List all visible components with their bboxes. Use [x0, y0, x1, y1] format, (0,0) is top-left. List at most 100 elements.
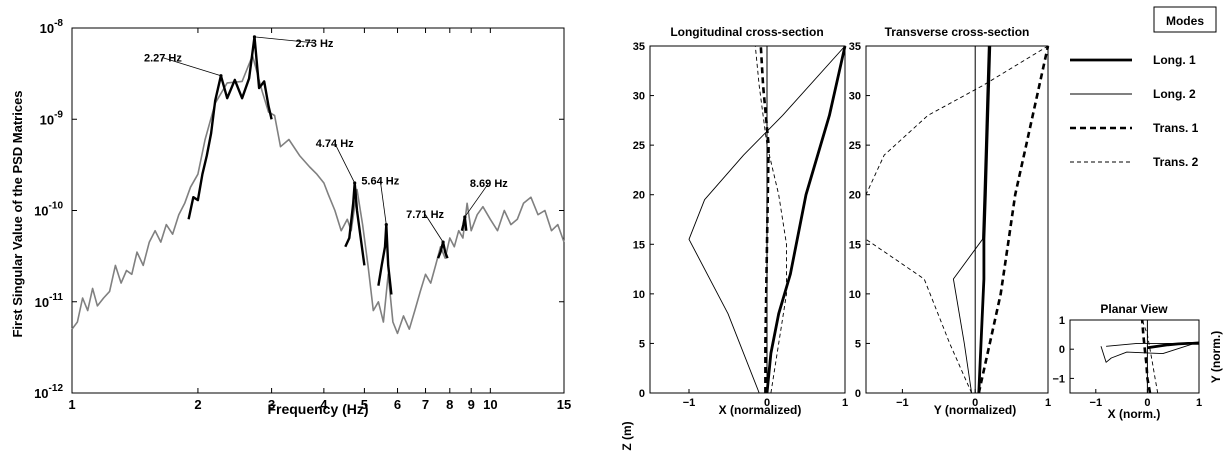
planar-y-tick-label: 0 — [1059, 344, 1065, 356]
legend-title: Modes — [1166, 14, 1204, 28]
longitudinal-series-long-2 — [688, 45, 846, 394]
planar-title: Planar View — [1100, 302, 1168, 316]
psd-annotation-label: 2.27 Hz — [144, 53, 182, 65]
psd-annotation-arrow — [334, 142, 356, 184]
longitudinal-plot-area — [649, 45, 846, 394]
transverse-y-tick-label: 5 — [855, 338, 861, 350]
psd-x-tick-label: 1 — [68, 397, 75, 412]
psd-annotation-label: 7.71 Hz — [406, 209, 444, 221]
psd-plot-area — [71, 27, 565, 394]
psd-y-tick-label: 10-8 — [40, 18, 64, 36]
transverse-series-group — [865, 45, 1050, 394]
psd-annotation-arrowhead — [463, 215, 467, 219]
longitudinal-y-tick-label: 15 — [633, 239, 645, 251]
psd-y-tick-label: 10-9 — [40, 109, 64, 127]
planar-series-trans-1 — [1140, 319, 1152, 394]
psd-series-group — [71, 35, 565, 335]
psd-x-tick-label: 3 — [268, 397, 275, 412]
psd-annotation-label: 2.73 Hz — [296, 38, 334, 50]
transverse-series-long-2 — [952, 45, 989, 394]
transverse-x-tick-label: 1 — [1045, 397, 1051, 409]
psd-annotation-arrow — [162, 57, 222, 77]
transverse-plot-area — [865, 45, 1049, 394]
psd-y-tick-label: 10-12 — [34, 383, 63, 401]
transverse-series-trans-2 — [865, 45, 1049, 394]
longitudinal-title: Longitudinal cross-section — [670, 25, 823, 39]
psd-x-tick-label: 10 — [483, 397, 497, 412]
longitudinal-series-group — [688, 45, 847, 394]
psd-annotation-label: 8.69 Hz — [470, 178, 508, 190]
psd-x-tick-label: 15 — [557, 397, 571, 412]
longitudinal-y-tick-label: 25 — [633, 140, 645, 152]
psd-x-tick-label: 8 — [446, 397, 453, 412]
longitudinal-x-tick-label: 1 — [842, 397, 848, 409]
planar-x-tick-label: 1 — [1196, 397, 1202, 409]
longitudinal-y-axis-label: Z (m) — [620, 421, 634, 450]
psd-annotation-label: 5.64 Hz — [361, 176, 399, 188]
longitudinal-x-tick-label: −1 — [683, 397, 696, 409]
longitudinal-y-tick-label: 10 — [633, 289, 645, 301]
planar-x-tick-label: −1 — [1090, 397, 1103, 409]
transverse-y-tick-label: 20 — [849, 190, 861, 202]
planar-view-chart: −1 0 1 −1 0 1 Planar View X (norm.) Y (norm.) — [1052, 302, 1223, 421]
psd-y-tick-label: 10-11 — [35, 292, 64, 310]
transverse-y-tick-label: 15 — [849, 239, 861, 251]
psd-annotation-arrow — [464, 182, 490, 218]
psd-annotation-arrowhead — [441, 240, 445, 244]
psd-annotation-arrow — [254, 36, 315, 44]
psd-series-black — [377, 223, 393, 295]
psd-annotation-arrowhead — [252, 35, 257, 39]
planar-y-tick-label: 1 — [1059, 315, 1065, 327]
transverse-y-tick-label: 30 — [849, 91, 861, 103]
longitudinal-x-axis-label: X (normalized) — [719, 403, 802, 417]
modes-legend: Modes Long. 1 Long. 2 Trans. 1 Trans. 2 — [1070, 6, 1217, 169]
transverse-x-axis-label: Y (normalized) — [934, 403, 1016, 417]
psd-annotation-arrowhead — [384, 223, 388, 227]
psd-y-tick-label: 10-10 — [34, 201, 63, 219]
transverse-y-tick-label: 10 — [849, 289, 861, 301]
legend-label: Long. 1 — [1153, 53, 1196, 67]
psd-x-tick-label: 9 — [468, 397, 475, 412]
transverse-x-tick-label: 0 — [972, 397, 978, 409]
psd-series-black — [187, 35, 273, 220]
longitudinal-series-long-1 — [765, 45, 847, 394]
psd-x-axis-label: Frequency (Hz) — [267, 401, 368, 417]
psd-annotation-arrow — [424, 213, 444, 243]
planar-series-long-1 — [1147, 341, 1199, 350]
planar-plot-area — [1069, 319, 1200, 394]
transverse-x-tick-label: −1 — [896, 397, 909, 409]
planar-ticks: −1 0 1 −1 0 1 — [1052, 315, 1202, 409]
psd-series-black — [460, 215, 468, 231]
longitudinal-x-tick-label: 0 — [764, 397, 770, 409]
psd-annotation-arrowhead — [219, 74, 223, 78]
psd-x-tick-label: 5 — [361, 397, 368, 412]
planar-series-trans-2 — [1141, 319, 1159, 394]
longitudinal-y-tick-label: 35 — [633, 41, 645, 53]
psd-chart: 1 2 3 4 5 6 7 8 9 10 15 10-12 10-11 10-10 10-9 10-8 2.2… — [10, 18, 571, 417]
transverse-y-tick-label: 35 — [849, 41, 861, 53]
legend-label: Trans. 1 — [1153, 121, 1199, 135]
longitudinal-series-trans-2 — [754, 45, 787, 394]
psd-y-axis-label: First Singular Value of the PSD Matrices — [10, 90, 25, 337]
planar-series-group — [1100, 319, 1200, 394]
longitudinal-series-trans-1 — [759, 45, 770, 393]
planar-y-axis-label: Y (norm.) — [1209, 331, 1223, 383]
planar-x-axis-label: X (norm.) — [1108, 407, 1161, 421]
psd-x-tick-label: 7 — [422, 397, 429, 412]
psd-x-tick-label: 6 — [394, 397, 401, 412]
legend-items: Long. 1 Long. 2 Trans. 1 Trans. 2 — [1070, 53, 1199, 169]
transverse-series-long-1 — [977, 45, 992, 394]
psd-annotation-label: 4.74 Hz — [316, 138, 354, 150]
planar-x-tick-label: 0 — [1144, 397, 1150, 409]
psd-x-tick-label: 2 — [194, 397, 201, 412]
longitudinal-y-tick-label: 20 — [633, 190, 645, 202]
transverse-series-trans-1 — [977, 45, 1050, 394]
transverse-title: Transverse cross-section — [885, 25, 1030, 39]
planar-y-tick-label: −1 — [1052, 373, 1065, 385]
longitudinal-y-tick-label: 30 — [633, 91, 645, 103]
legend-label: Trans. 2 — [1153, 155, 1199, 169]
